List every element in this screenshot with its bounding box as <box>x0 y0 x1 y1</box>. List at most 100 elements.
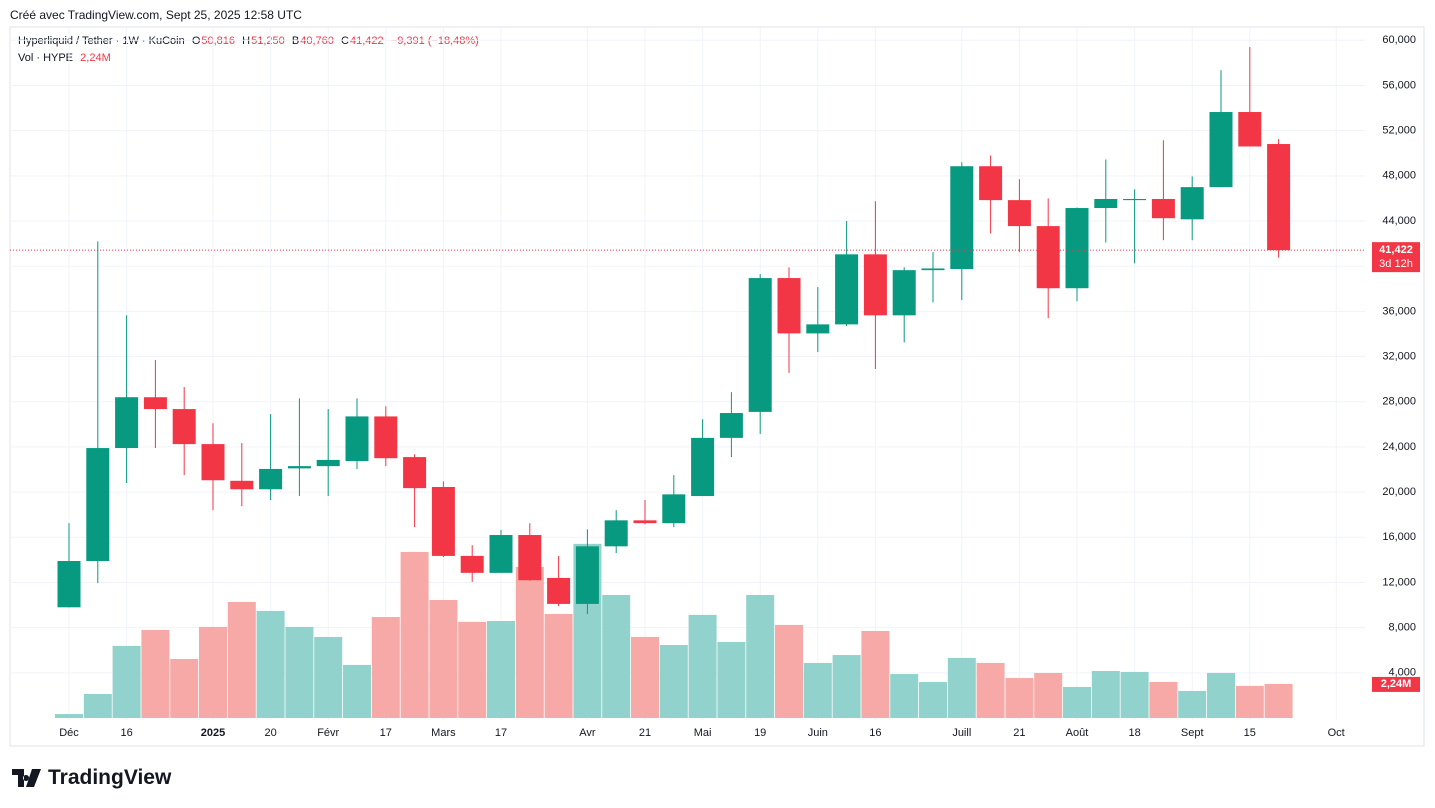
volume-bar <box>1005 677 1034 718</box>
volume-bar <box>746 594 775 718</box>
x-tick-label: 16 <box>120 727 132 739</box>
volume-bar <box>1264 683 1293 718</box>
x-tick-label: Déc <box>59 727 79 739</box>
volume-bar <box>1091 671 1120 718</box>
volume-bar <box>602 594 631 718</box>
candle-body <box>1123 198 1147 201</box>
volume-legend: Vol · HYPE 2,24M <box>18 52 112 64</box>
candle-body <box>1151 198 1175 219</box>
volume-bar <box>1120 671 1149 718</box>
x-tick-label: 15 <box>1244 727 1256 739</box>
y-tick-label: 28,000 <box>1382 396 1416 408</box>
y-tick-label: 12,000 <box>1382 576 1416 588</box>
candle-body <box>230 480 254 490</box>
candle-body <box>835 254 859 325</box>
volume-bar <box>112 645 141 718</box>
candle-body <box>950 166 974 270</box>
x-tick-label: 17 <box>380 727 392 739</box>
volume-bar <box>890 674 919 718</box>
volume-bar <box>775 624 803 718</box>
candle-body <box>460 555 484 573</box>
countdown-label: 3d 12h <box>1379 258 1413 270</box>
candle-body <box>604 520 628 547</box>
volume-bar <box>861 631 890 718</box>
y-tick-label: 52,000 <box>1382 125 1416 137</box>
volume-bar <box>1178 690 1207 718</box>
x-tick-label: Sept <box>1181 727 1204 739</box>
l-value: 40,760 <box>300 35 334 47</box>
candle-body <box>143 397 167 410</box>
volume-bar <box>717 641 746 718</box>
volume-bar <box>199 626 227 718</box>
candle-body <box>547 577 571 604</box>
chart: 4,000 8,000 12,000 16,000 20,000 24,000 28,000… <box>9 26 1425 747</box>
x-tick-label: Août <box>1066 727 1089 739</box>
y-tick-label: 4,000 <box>1388 667 1416 679</box>
candle-body <box>115 397 139 449</box>
volume-bar <box>343 664 371 718</box>
volume-bar <box>1207 672 1235 718</box>
x-tick-label: Juill <box>952 727 971 739</box>
symbol: Hyperliquid / Tether · 1W · KuCoin <box>18 35 185 47</box>
h-label: H <box>242 35 251 47</box>
volume-bar <box>487 620 515 718</box>
candle-body <box>806 324 830 334</box>
candle-body <box>316 459 340 467</box>
volume-bar <box>1063 686 1091 718</box>
candle-body <box>575 546 599 604</box>
volume-bar <box>976 662 1005 718</box>
candle-body <box>172 409 196 445</box>
volume-bar <box>544 613 573 718</box>
volume-bar <box>832 655 861 718</box>
candle-body <box>259 468 283 490</box>
candle-body <box>777 278 801 334</box>
candle-body <box>374 416 398 459</box>
y-tick-label: 32,000 <box>1382 350 1416 362</box>
x-tick-label: 18 <box>1128 727 1140 739</box>
candle-body <box>1036 226 1060 289</box>
volume-bar <box>227 601 256 718</box>
volume-bar <box>1149 681 1178 718</box>
c-label: C <box>341 35 349 47</box>
volume-bar <box>919 681 947 718</box>
candle-body <box>1180 187 1204 220</box>
credit: Créé avec TradingView.com, Sept 25, 2025… <box>10 8 302 22</box>
y-tick-label: 24,000 <box>1382 441 1416 453</box>
volume-bar <box>458 621 487 718</box>
y-tick-label: 36,000 <box>1382 305 1416 317</box>
candle-body <box>1007 200 1031 227</box>
vol-name: Vol · HYPE <box>18 52 74 64</box>
c-value: 41,422 <box>349 35 384 47</box>
logo-icon <box>12 769 41 787</box>
volume-bar <box>314 636 343 718</box>
volume-bar <box>659 644 688 718</box>
y-tick-label: 20,000 <box>1382 486 1416 498</box>
o-label: O <box>191 35 201 47</box>
candle-body <box>201 444 225 481</box>
x-tick-label: Juin <box>808 727 828 739</box>
o-value: 50,816 <box>201 35 236 47</box>
x-tick-label: 17 <box>495 727 507 739</box>
x-tick-label: 20 <box>264 727 276 739</box>
candle-body <box>748 278 772 412</box>
x-tick-label: Févr <box>317 727 339 739</box>
y-tick-label: 56,000 <box>1382 79 1416 91</box>
last-price-box <box>1372 242 1420 273</box>
volume-bar <box>1235 685 1264 718</box>
candle-body <box>1094 198 1118 209</box>
volume-bar <box>55 714 83 718</box>
logo: TradingView <box>12 766 171 790</box>
volume-bar <box>170 658 199 718</box>
volume-bar <box>688 614 717 718</box>
y-tick-label: 48,000 <box>1382 170 1416 182</box>
y-tick-label: 44,000 <box>1382 215 1416 227</box>
volume-bar <box>947 657 976 718</box>
volume-label-box <box>1372 676 1420 692</box>
volume-bar <box>631 636 659 718</box>
candle-body <box>431 487 455 556</box>
symbol-legend: Hyperliquid / Tether · 1W · KuCoin O50,8… <box>18 35 480 47</box>
volume-label: 2,24M <box>1381 678 1412 690</box>
candle-body <box>1065 208 1089 289</box>
volume-bar <box>400 551 429 718</box>
